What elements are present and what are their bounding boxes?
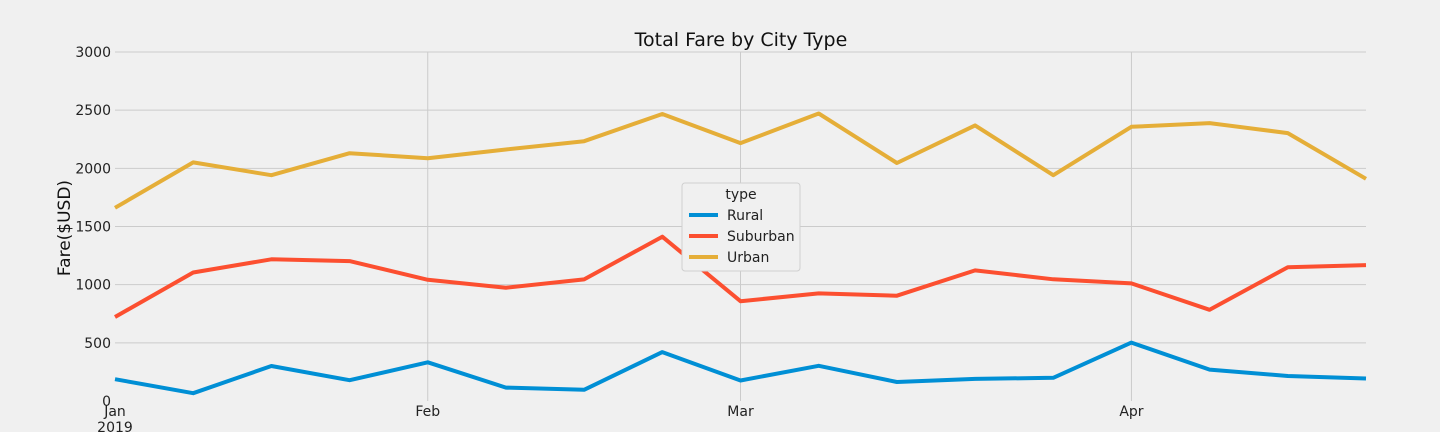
y-tick-label: 0 (102, 394, 111, 410)
legend-title: type (725, 187, 756, 203)
legend-box (681, 182, 801, 272)
y-tick-label: 2000 (75, 161, 111, 177)
legend-label-suburban: Suburban (727, 229, 795, 245)
legend-entries: Rural Suburban Urban (689, 208, 795, 266)
y-axis-label: Fare($USD) (55, 180, 75, 276)
x-tick-sublabel: 2019 (97, 420, 133, 432)
y-tick-label: 1000 (75, 278, 111, 294)
series-line-suburban (114, 234, 1367, 319)
series-line-urban (113, 111, 1368, 210)
legend: type Rural Suburban Urban (681, 182, 801, 272)
series-lines (113, 111, 1368, 396)
y-tick-label: 3000 (75, 45, 111, 61)
legend-label-rural: Rural (727, 208, 763, 224)
x-tick-label: Apr (1119, 404, 1143, 420)
chart-title: Total Fare by City Type (634, 29, 848, 51)
legend-label-urban: Urban (727, 250, 769, 266)
series-line-rural (114, 340, 1367, 396)
y-tick-label: 500 (84, 336, 111, 352)
x-tick-label: Feb (415, 404, 440, 420)
y-tick-label: 1500 (75, 220, 111, 236)
y-tick-labels: 0 500 1000 1500 2000 2500 3000 (75, 45, 111, 410)
x-tick-label: Jan (103, 404, 126, 420)
x-tick-label: Mar (727, 404, 754, 420)
y-tick-label: 2500 (75, 103, 111, 119)
